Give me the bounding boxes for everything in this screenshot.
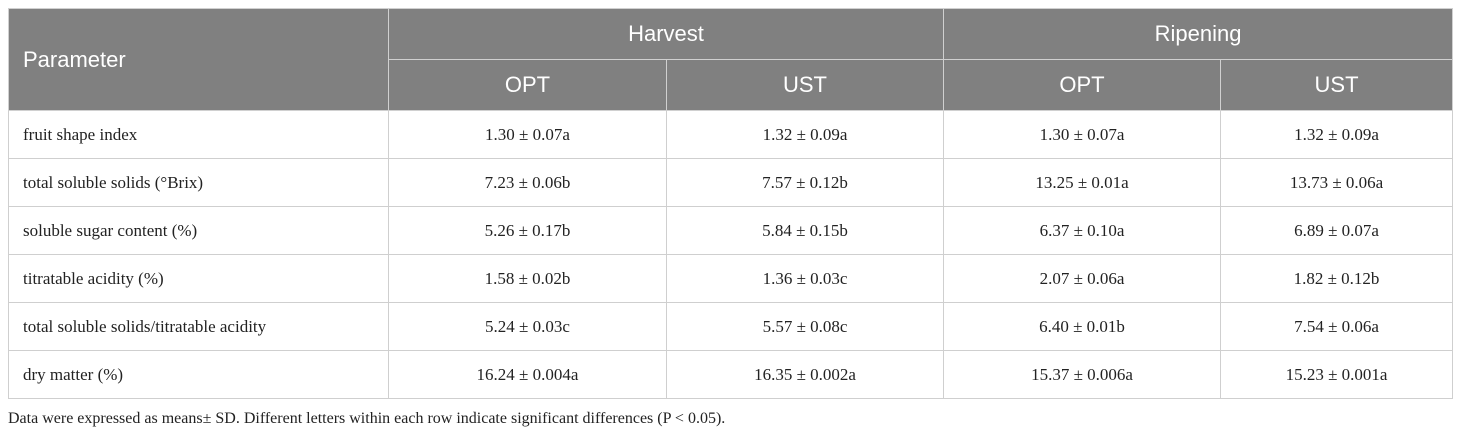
group-header: Ripening xyxy=(943,8,1454,60)
parameter-cell: titratable acidity (%) xyxy=(8,254,389,303)
table-row: total soluble solids (°Brix) 7.23 ± 0.06b… xyxy=(8,158,1454,207)
subheader-row: OPT UST OPT UST xyxy=(9,59,1454,111)
table-row: fruit shape index 1.30 ± 0.07a 1.32 ± 0.09… xyxy=(8,110,1454,159)
value-cell: 15.37 ± 0.006a xyxy=(943,350,1222,399)
value-cell: 6.89 ± 0.07a xyxy=(1220,206,1454,255)
value-cell: 6.37 ± 0.10a xyxy=(943,206,1222,255)
value-cell: 1.58 ± 0.02b xyxy=(388,254,667,303)
subheader: UST xyxy=(1220,59,1454,111)
table-row: titratable acidity (%) 1.58 ± 0.02b 1.36 ±… xyxy=(8,254,1454,303)
value-cell: 5.84 ± 0.15b xyxy=(665,206,945,255)
group-header: Harvest xyxy=(387,8,945,60)
value-cell: 5.24 ± 0.03c xyxy=(388,302,667,351)
value-cell: 7.23 ± 0.06b xyxy=(388,158,667,207)
header-row: Parameter Harvest Ripening xyxy=(8,8,1454,111)
value-cell: 7.54 ± 0.06a xyxy=(1220,302,1454,351)
table-body: fruit shape index 1.30 ± 0.07a 1.32 ± 0.09… xyxy=(8,110,1454,399)
value-cell: 5.26 ± 0.17b xyxy=(388,206,667,255)
value-cell: 1.82 ± 0.12b xyxy=(1220,254,1454,303)
value-cell: 7.57 ± 0.12b xyxy=(665,158,945,207)
parameter-header: Parameter xyxy=(8,8,389,111)
table-row: total soluble solids/titratable acidity 5… xyxy=(8,302,1454,351)
subheader: UST xyxy=(665,59,945,111)
parameter-cell: soluble sugar content (%) xyxy=(8,206,389,255)
table-row: soluble sugar content (%) 5.26 ± 0.17b 5.8… xyxy=(8,206,1454,255)
value-cell: 6.40 ± 0.01b xyxy=(943,302,1222,351)
value-cell: 13.25 ± 0.01a xyxy=(943,158,1222,207)
value-cell: 1.30 ± 0.07a xyxy=(943,110,1222,159)
data-table: Parameter Harvest Ripening OPT UST OPT U… xyxy=(8,8,1454,399)
value-cell: 16.24 ± 0.004a xyxy=(388,350,667,399)
parameter-cell: fruit shape index xyxy=(8,110,389,159)
table-row: dry matter (%) 16.24 ± 0.004a 16.35 ± 0.00… xyxy=(8,350,1454,399)
footnote: Data were expressed as means± SD. Differ… xyxy=(8,410,726,427)
parameter-cell: total soluble solids (°Brix) xyxy=(8,158,389,207)
parameter-cell: total soluble solids/titratable acidity xyxy=(8,302,389,351)
value-cell: 1.32 ± 0.09a xyxy=(665,110,945,159)
value-cell: 1.36 ± 0.03c xyxy=(665,254,945,303)
value-cell: 1.30 ± 0.07a xyxy=(388,110,667,159)
subheader: OPT xyxy=(388,59,667,111)
value-cell: 13.73 ± 0.06a xyxy=(1220,158,1454,207)
value-cell: 16.35 ± 0.002a xyxy=(665,350,945,399)
value-cell: 1.32 ± 0.09a xyxy=(1220,110,1454,159)
table-header: Parameter Harvest Ripening OPT UST OPT U… xyxy=(8,8,1454,111)
parameter-cell: dry matter (%) xyxy=(8,350,389,399)
value-cell: 15.23 ± 0.001a xyxy=(1220,350,1454,399)
value-cell: 2.07 ± 0.06a xyxy=(943,254,1222,303)
value-cell: 5.57 ± 0.08c xyxy=(665,302,945,351)
subheader: OPT xyxy=(943,59,1222,111)
